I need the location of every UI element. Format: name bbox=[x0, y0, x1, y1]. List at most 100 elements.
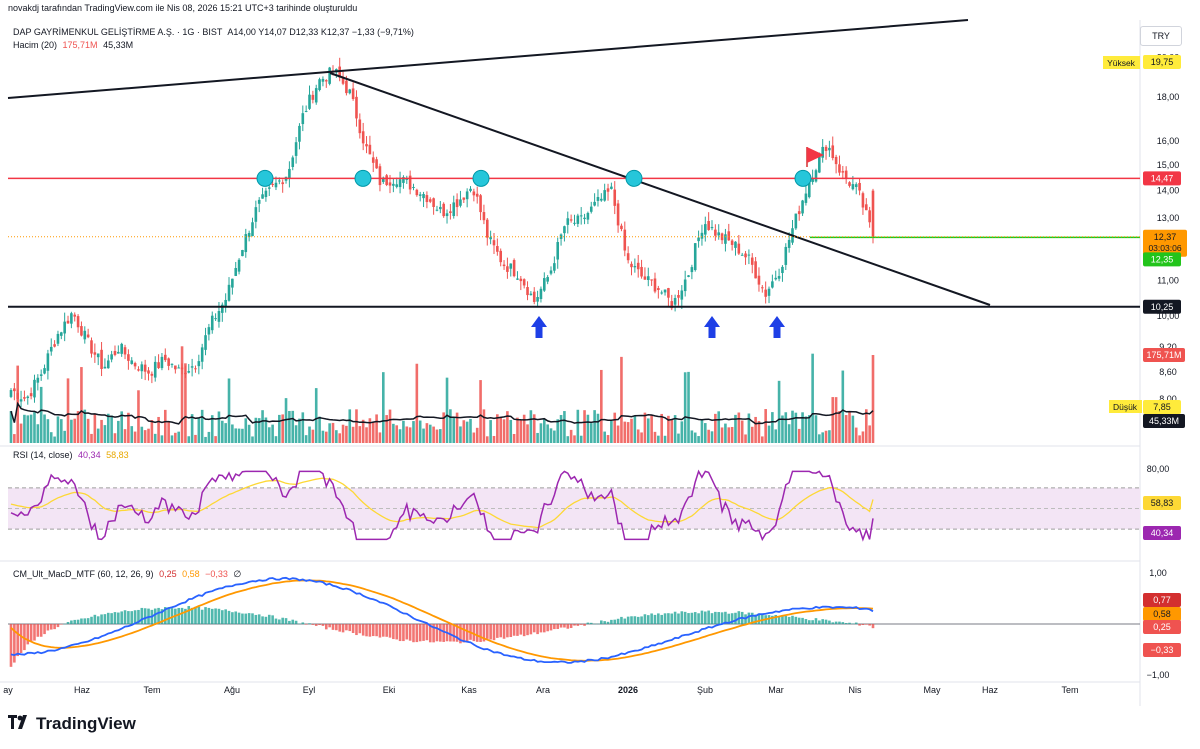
macd-hist-bar bbox=[747, 612, 751, 625]
volume-bar bbox=[566, 436, 570, 443]
candle-body bbox=[288, 168, 291, 179]
macd-hist-bar bbox=[703, 611, 707, 625]
candle-body bbox=[103, 366, 107, 369]
macd-hist-bar bbox=[371, 624, 375, 637]
macd-hist-bar bbox=[730, 613, 734, 625]
macd-hist-bar bbox=[630, 616, 633, 625]
macd-hist-bar bbox=[308, 623, 311, 625]
candle-body bbox=[194, 368, 197, 370]
candle-body bbox=[459, 199, 462, 206]
price-tick-label: 18,00 bbox=[1157, 92, 1180, 102]
macd-hist-bar bbox=[284, 618, 288, 625]
rsi-band bbox=[8, 487, 1140, 530]
volume-bar bbox=[278, 414, 281, 443]
macd-hist-bar bbox=[56, 624, 60, 628]
volume-bar bbox=[76, 411, 80, 443]
macd-badge-2: 0,58 bbox=[1153, 609, 1171, 619]
macd-hist-bar bbox=[485, 624, 489, 639]
candle-body bbox=[636, 262, 640, 270]
volume-bar bbox=[844, 415, 848, 443]
macd-hist-bar bbox=[123, 610, 127, 625]
candle-body bbox=[324, 80, 328, 82]
candle-body bbox=[257, 199, 261, 204]
macd-hist-bar bbox=[314, 624, 318, 626]
volume-bar bbox=[402, 420, 405, 443]
macd-hist-bar bbox=[603, 621, 606, 625]
rsi-legend[interactable]: RSI (14, close) 40,34 58,83 bbox=[13, 450, 132, 460]
candle-body bbox=[53, 344, 56, 347]
macd-legend[interactable]: CM_Ult_MacD_MTF (60, 12, 26, 9) 0,25 0,5… bbox=[13, 569, 244, 580]
volume-bar bbox=[143, 430, 147, 443]
candle-body bbox=[633, 266, 637, 268]
candle-body bbox=[824, 146, 828, 151]
volume-bar bbox=[573, 435, 576, 443]
volume-bar bbox=[529, 410, 533, 443]
macd-hist-bar bbox=[217, 608, 221, 625]
volume-bar bbox=[858, 435, 861, 443]
candle-body bbox=[569, 219, 573, 221]
candle-body bbox=[217, 311, 221, 322]
volume-bar bbox=[288, 410, 291, 443]
volume-bar bbox=[781, 415, 784, 443]
tradingview-footer[interactable]: TradingView bbox=[8, 714, 136, 734]
volume-bar bbox=[459, 426, 462, 443]
volume-bar bbox=[774, 429, 778, 443]
macd-hist-bar bbox=[361, 624, 365, 636]
volume-bar bbox=[771, 412, 774, 443]
volume-bar bbox=[335, 430, 338, 443]
macd-badge-4-bg bbox=[1143, 643, 1181, 657]
macd-hist-bar bbox=[442, 624, 445, 642]
candle-body bbox=[73, 314, 77, 317]
candle-body bbox=[392, 183, 395, 186]
macd-hist-bar bbox=[687, 613, 690, 625]
volume-bar bbox=[851, 415, 855, 443]
volume-bar bbox=[150, 420, 154, 443]
candle-body bbox=[670, 301, 674, 309]
volume-bar bbox=[358, 426, 362, 443]
macd-hist-bar bbox=[791, 615, 794, 625]
volume-bar bbox=[281, 414, 284, 443]
candle-body bbox=[432, 198, 435, 207]
macd-hist-bar bbox=[167, 607, 170, 625]
up-arrow-icon bbox=[704, 316, 720, 338]
macd-hist-bar bbox=[207, 607, 211, 625]
candle-body bbox=[703, 224, 707, 235]
high-badge-bg bbox=[1143, 55, 1181, 69]
time-axis-label: Kas bbox=[461, 685, 477, 695]
candle-body bbox=[153, 361, 157, 378]
candle-body bbox=[355, 96, 358, 119]
candle-body bbox=[516, 278, 519, 280]
candle-body bbox=[576, 215, 580, 224]
touch-circle bbox=[472, 169, 490, 187]
candle-body bbox=[234, 268, 238, 276]
candle-body bbox=[750, 257, 754, 265]
macd-hist-bar bbox=[227, 610, 231, 625]
macd-hist-bar bbox=[412, 624, 415, 643]
macd-hist-bar bbox=[53, 624, 56, 630]
price-tick-label: 14,00 bbox=[1157, 186, 1180, 196]
time-axis-label: Nis bbox=[849, 685, 862, 695]
candle-body bbox=[278, 180, 281, 182]
candle-body bbox=[838, 164, 841, 173]
volume-bar bbox=[710, 431, 714, 443]
volume-bar bbox=[744, 434, 747, 443]
volume-bar bbox=[556, 419, 560, 443]
price-tick-label: 10,00 bbox=[1157, 311, 1180, 321]
volume-bar bbox=[724, 423, 727, 443]
currency-button[interactable]: TRY bbox=[1140, 26, 1182, 46]
macd-hist-bar bbox=[294, 620, 298, 625]
symbol-name: DAP GAYRİMENKUL GELİŞTİRME A.Ş. · 1G · B… bbox=[13, 27, 223, 37]
candle-body bbox=[425, 195, 429, 203]
symbol-legend[interactable]: DAP GAYRİMENKUL GELİŞTİRME A.Ş. · 1G · B… bbox=[13, 27, 417, 37]
macd-hist-bar bbox=[600, 620, 603, 625]
volume-bar bbox=[93, 414, 97, 443]
volume-legend[interactable]: Hacim (20) 175,71M 45,33M bbox=[13, 40, 136, 50]
macd-hist-bar bbox=[807, 620, 811, 625]
volume-bar bbox=[600, 369, 603, 443]
candle-body bbox=[221, 304, 224, 313]
volume-bar bbox=[465, 421, 469, 443]
macd-hist-bar bbox=[858, 624, 861, 626]
macd-hist-bar bbox=[841, 622, 845, 625]
macd-hist-bar bbox=[643, 614, 647, 625]
